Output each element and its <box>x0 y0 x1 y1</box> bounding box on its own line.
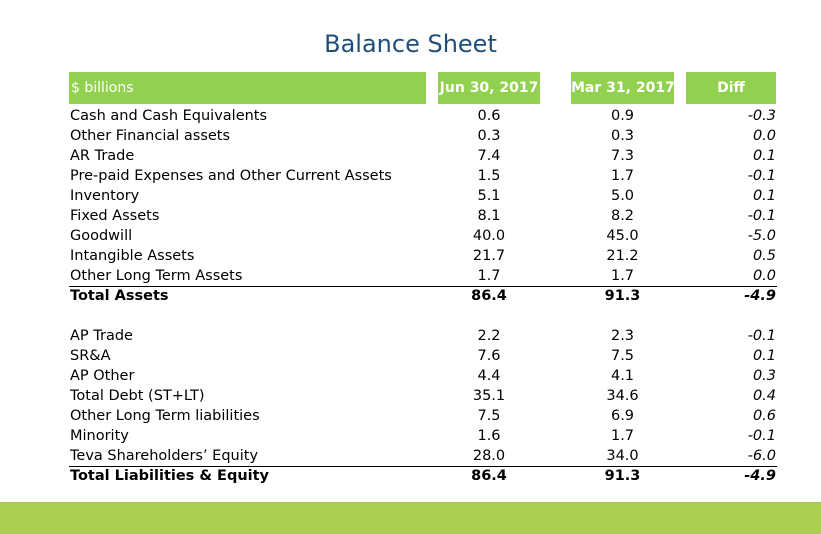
value-mar: 4.1 <box>610 368 635 384</box>
value-diff: 0.6 <box>752 408 776 424</box>
value-jun: 35.1 <box>472 388 506 404</box>
row-label: SR&A <box>70 348 111 364</box>
column-header-diff: Diff <box>686 72 776 104</box>
value-diff: -0.1 <box>747 168 776 184</box>
table-row: SR&A 7.6 7.5 0.1 <box>69 346 777 366</box>
value-mar: 45.0 <box>606 228 639 244</box>
row-label: Other Financial assets <box>70 128 231 144</box>
value-mar: 21.2 <box>606 248 639 264</box>
value-mar: 7.3 <box>610 148 635 164</box>
value-diff: -0.1 <box>747 328 776 344</box>
row-label: Total Debt (ST+LT) <box>70 388 205 404</box>
row-label: Teva Shareholders’ Equity <box>70 448 259 464</box>
table-row: AR Trade 7.4 7.3 0.1 <box>69 146 777 166</box>
value-mar: 1.7 <box>610 428 635 444</box>
row-label: Inventory <box>70 188 140 204</box>
total-assets-row: Total Assets 86.4 91.3 -4.9 <box>69 286 777 306</box>
table-row: Other Long Term liabilities 7.5 6.9 0.6 <box>69 406 777 426</box>
value-mar: 2.3 <box>610 328 635 344</box>
value-jun: 7.4 <box>477 148 501 164</box>
value-diff: -6.0 <box>747 448 776 464</box>
value-jun: 86.4 <box>471 288 507 304</box>
value-jun: 1.5 <box>477 168 501 184</box>
value-diff: 0.0 <box>752 268 776 284</box>
row-label: AR Trade <box>70 148 135 164</box>
value-diff: 0.1 <box>752 348 776 364</box>
value-diff: 0.1 <box>752 188 776 204</box>
value-mar: 34.0 <box>606 448 639 464</box>
table-row: Teva Shareholders’ Equity 28.0 34.0 -6.0 <box>69 446 777 466</box>
row-label: Pre-paid Expenses and Other Current Asse… <box>70 168 392 184</box>
table-row: Other Financial assets 0.3 0.3 0.0 <box>69 126 777 146</box>
value-mar: 5.0 <box>610 188 635 204</box>
value-diff: -0.3 <box>747 108 776 124</box>
value-jun: 40.0 <box>472 228 506 244</box>
value-diff: -4.9 <box>744 468 776 484</box>
value-jun: 7.5 <box>477 408 501 424</box>
page-title: Balance Sheet <box>324 30 497 58</box>
table-row: Other Long Term Assets 1.7 1.7 0.0 <box>69 266 777 286</box>
table-row: Inventory 5.1 5.0 0.1 <box>69 186 777 206</box>
value-diff: -4.9 <box>744 288 776 304</box>
value-diff: -5.0 <box>747 228 776 244</box>
value-jun: 1.7 <box>477 268 501 284</box>
value-jun: 21.7 <box>472 248 506 264</box>
value-diff: 0.4 <box>752 388 776 404</box>
value-jun: 86.4 <box>471 468 507 484</box>
footer-bar <box>0 502 821 534</box>
column-header-label: $ billions <box>69 72 426 104</box>
value-jun: 0.3 <box>477 128 501 144</box>
table-row: AP Other 4.4 4.1 0.3 <box>69 366 777 386</box>
row-label: Other Long Term liabilities <box>70 408 260 424</box>
row-label: Fixed Assets <box>70 208 160 224</box>
table-row: Cash and Cash Equivalents 0.6 0.9 -0.3 <box>69 106 777 126</box>
value-mar: 34.6 <box>606 388 639 404</box>
row-label: Minority <box>70 428 129 444</box>
value-mar: 1.7 <box>610 168 635 184</box>
row-label: Goodwill <box>70 228 133 244</box>
value-jun: 5.1 <box>477 188 501 204</box>
value-mar: 0.3 <box>610 128 635 144</box>
row-label: Total Assets <box>70 288 169 304</box>
value-jun: 7.6 <box>477 348 501 364</box>
value-diff: 0.5 <box>752 248 776 264</box>
value-diff: 0.0 <box>752 128 776 144</box>
row-label: AP Trade <box>70 328 133 344</box>
table-row: Intangible Assets 21.7 21.2 0.5 <box>69 246 777 266</box>
value-diff: -0.1 <box>747 208 776 224</box>
row-label: AP Other <box>70 368 135 384</box>
table-row: Total Debt (ST+LT) 35.1 34.6 0.4 <box>69 386 777 406</box>
row-label: Intangible Assets <box>70 248 195 264</box>
table-row: Goodwill 40.0 45.0 -5.0 <box>69 226 777 246</box>
value-mar: 7.5 <box>610 348 635 364</box>
value-mar: 6.9 <box>610 408 635 424</box>
row-label: Other Long Term Assets <box>70 268 243 284</box>
value-diff: -0.1 <box>747 428 776 444</box>
column-header-jun-2017: Jun 30, 2017 <box>438 72 540 104</box>
row-label: Cash and Cash Equivalents <box>70 108 268 124</box>
value-mar: 1.7 <box>610 268 635 284</box>
table-row: Pre-paid Expenses and Other Current Asse… <box>69 166 777 186</box>
value-jun: 2.2 <box>477 328 501 344</box>
value-jun: 1.6 <box>477 428 501 444</box>
total-liabilities-row: Total Liabilities & Equity 86.4 91.3 -4.… <box>69 466 777 486</box>
value-jun: 4.4 <box>477 368 501 384</box>
value-mar: 91.3 <box>604 288 641 304</box>
table-row: AP Trade 2.2 2.3 -0.1 <box>69 326 777 346</box>
value-mar: 0.9 <box>610 108 635 124</box>
value-jun: 28.0 <box>472 448 506 464</box>
value-jun: 0.6 <box>477 108 501 124</box>
table-row: Minority 1.6 1.7 -0.1 <box>69 426 777 446</box>
value-jun: 8.1 <box>477 208 501 224</box>
value-mar: 91.3 <box>604 468 641 484</box>
value-mar: 8.2 <box>610 208 635 224</box>
value-diff: 0.3 <box>752 368 776 384</box>
value-diff: 0.1 <box>752 148 776 164</box>
row-label: Total Liabilities & Equity <box>70 468 270 484</box>
table-row: Fixed Assets 8.1 8.2 -0.1 <box>69 206 777 226</box>
column-header-mar-2017: Mar 31, 2017 <box>571 72 675 104</box>
